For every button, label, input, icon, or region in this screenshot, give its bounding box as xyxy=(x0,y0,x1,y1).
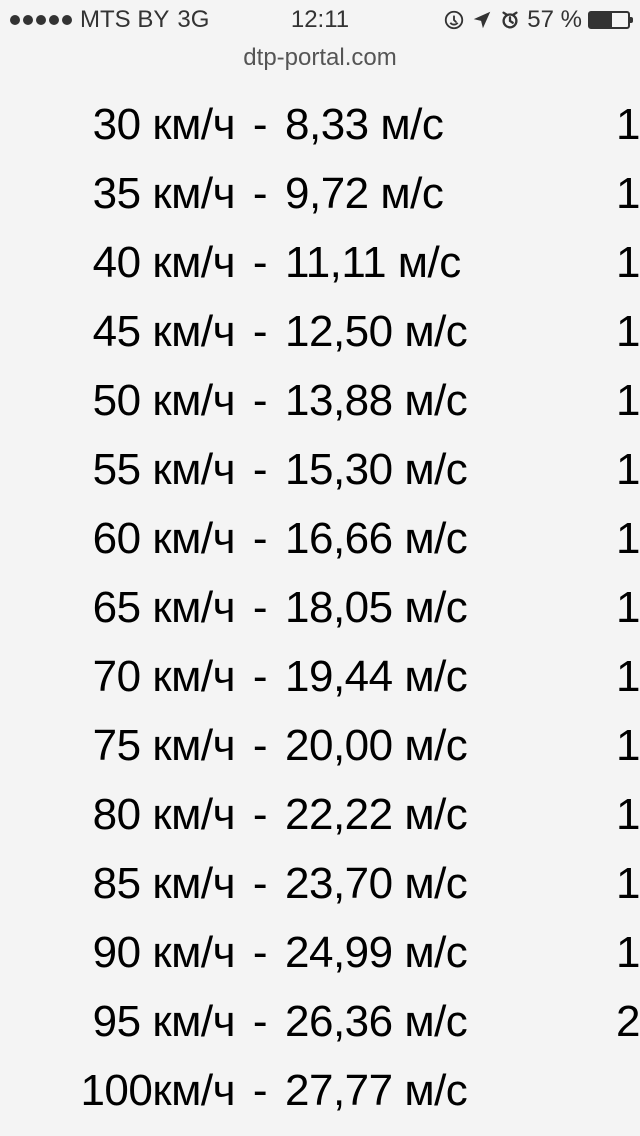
kmh-value: 85 км/ч xyxy=(0,849,245,918)
url-text: dtp-portal.com xyxy=(243,44,396,71)
table-row: 50 км/ч-13,88 м/с1 xyxy=(0,366,640,435)
separator: - xyxy=(245,711,275,780)
separator: - xyxy=(245,90,275,159)
kmh-value: 75 км/ч xyxy=(0,711,245,780)
kmh-value: 80 км/ч xyxy=(0,780,245,849)
kmh-value: 95 км/ч xyxy=(0,987,245,1056)
separator: - xyxy=(245,849,275,918)
table-row: 40 км/ч-11,11 м/с1 xyxy=(0,228,640,297)
network-type-label: 3G xyxy=(177,6,209,34)
kmh-value: 55 км/ч xyxy=(0,435,245,504)
conversion-table[interactable]: 30 км/ч-8,33 м/с135 км/ч-9,72 м/с140 км/… xyxy=(0,82,640,1125)
separator: - xyxy=(245,573,275,642)
separator: - xyxy=(245,1056,275,1125)
kmh-value: 30 км/ч xyxy=(0,90,245,159)
ms-value: 16,66 м/с xyxy=(275,504,540,573)
extra-value: 1 xyxy=(540,504,640,573)
separator: - xyxy=(245,159,275,228)
kmh-value: 70 км/ч xyxy=(0,642,245,711)
table-row: 100км/ч-27,77 м/с xyxy=(0,1056,640,1125)
kmh-value: 35 км/ч xyxy=(0,159,245,228)
separator: - xyxy=(245,642,275,711)
table-row: 60 км/ч-16,66 м/с1 xyxy=(0,504,640,573)
ms-value: 24,99 м/с xyxy=(275,918,540,987)
kmh-value: 90 км/ч xyxy=(0,918,245,987)
separator: - xyxy=(245,780,275,849)
extra-value: 1 xyxy=(540,435,640,504)
kmh-value: 45 км/ч xyxy=(0,297,245,366)
extra-value: 1 xyxy=(540,228,640,297)
location-icon xyxy=(471,9,493,31)
table-row: 90 км/ч-24,99 м/с1 xyxy=(0,918,640,987)
ms-value: 20,00 м/с xyxy=(275,711,540,780)
kmh-value: 60 км/ч xyxy=(0,504,245,573)
separator: - xyxy=(245,228,275,297)
battery-percent-label: 57 % xyxy=(527,6,582,34)
extra-value: 1 xyxy=(540,918,640,987)
extra-value: 1 xyxy=(540,573,640,642)
url-bar[interactable]: dtp-portal.com xyxy=(0,40,640,82)
kmh-value: 50 км/ч xyxy=(0,366,245,435)
ms-value: 15,30 м/с xyxy=(275,435,540,504)
ms-value: 13,88 м/с xyxy=(275,366,540,435)
ms-value: 19,44 м/с xyxy=(275,642,540,711)
separator: - xyxy=(245,918,275,987)
separator: - xyxy=(245,435,275,504)
table-row: 65 км/ч-18,05 м/с1 xyxy=(0,573,640,642)
alarm-icon xyxy=(499,9,521,31)
ms-value: 12,50 м/с xyxy=(275,297,540,366)
battery-icon xyxy=(588,11,630,29)
kmh-value: 65 км/ч xyxy=(0,573,245,642)
ms-value: 23,70 м/с xyxy=(275,849,540,918)
separator: - xyxy=(245,366,275,435)
table-row: 35 км/ч-9,72 м/с1 xyxy=(0,159,640,228)
kmh-value: 40 км/ч xyxy=(0,228,245,297)
status-right: 57 % xyxy=(443,6,630,34)
table-row: 95 км/ч-26,36 м/с2 xyxy=(0,987,640,1056)
table-row: 70 км/ч-19,44 м/с1 xyxy=(0,642,640,711)
carrier-label: MTS BY xyxy=(80,6,169,34)
table-row: 75 км/ч-20,00 м/с1 xyxy=(0,711,640,780)
signal-strength-icon xyxy=(10,15,72,25)
ms-value: 22,22 м/с xyxy=(275,780,540,849)
ms-value: 27,77 м/с xyxy=(275,1056,540,1125)
separator: - xyxy=(245,504,275,573)
extra-value: 1 xyxy=(540,366,640,435)
extra-value: 1 xyxy=(540,159,640,228)
ms-value: 18,05 м/с xyxy=(275,573,540,642)
status-left: MTS BY 3G xyxy=(10,6,209,34)
table-row: 45 км/ч-12,50 м/с1 xyxy=(0,297,640,366)
table-row: 85 км/ч-23,70 м/с1 xyxy=(0,849,640,918)
extra-value: 1 xyxy=(540,711,640,780)
clock-label: 12:11 xyxy=(291,6,349,34)
table-row: 30 км/ч-8,33 м/с1 xyxy=(0,90,640,159)
separator: - xyxy=(245,297,275,366)
extra-value: 1 xyxy=(540,90,640,159)
extra-value: 1 xyxy=(540,780,640,849)
separator: - xyxy=(245,987,275,1056)
extra-value: 1 xyxy=(540,849,640,918)
ms-value: 26,36 м/с xyxy=(275,987,540,1056)
ms-value: 8,33 м/с xyxy=(275,90,540,159)
rotation-lock-icon xyxy=(443,9,465,31)
table-row: 80 км/ч-22,22 м/с1 xyxy=(0,780,640,849)
status-bar: MTS BY 3G 12:11 57 % xyxy=(0,0,640,40)
extra-value: 2 xyxy=(540,987,640,1056)
ms-value: 11,11 м/с xyxy=(275,228,540,297)
ms-value: 9,72 м/с xyxy=(275,159,540,228)
extra-value: 1 xyxy=(540,642,640,711)
kmh-value: 100км/ч xyxy=(0,1056,245,1125)
table-row: 55 км/ч-15,30 м/с1 xyxy=(0,435,640,504)
extra-value: 1 xyxy=(540,297,640,366)
